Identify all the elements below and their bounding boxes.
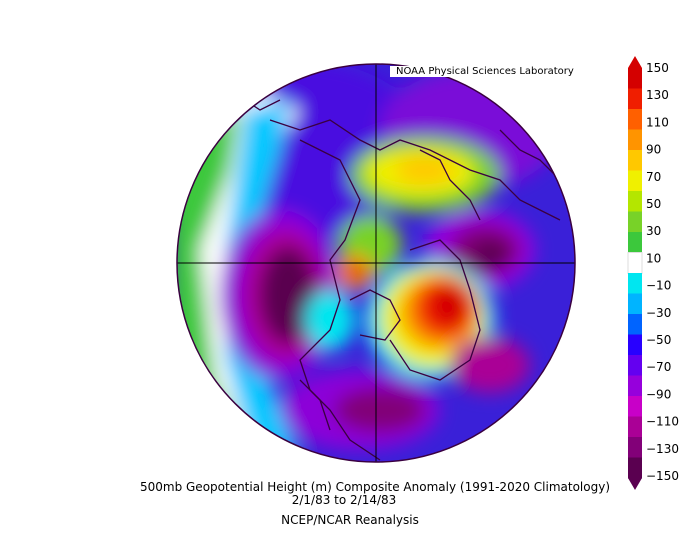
colorbar-tick-label: −30 <box>646 306 671 320</box>
colorbar-cell <box>628 334 642 356</box>
colorbar-tick-label: 50 <box>646 197 661 211</box>
map-boundary <box>176 63 576 463</box>
colorbar-tick-label: 130 <box>646 88 669 102</box>
graticule <box>177 64 575 462</box>
colorbar-cell <box>628 273 642 294</box>
colorbar-cell <box>628 437 642 458</box>
colorbar-cell <box>628 211 642 233</box>
colorbar-cell <box>628 375 642 397</box>
colorbar-tick-label: −10 <box>646 279 671 293</box>
anomaly-field <box>177 64 575 462</box>
colorbar-top-arrow <box>628 56 642 68</box>
colorbar-cell <box>628 170 642 192</box>
colorbar-tick-label: −150 <box>646 469 679 483</box>
caption-source: NCEP/NCAR Reanalysis <box>281 513 419 527</box>
colorbar-cell <box>628 396 642 417</box>
coastlines <box>229 89 561 461</box>
colorbar-tick-label: −110 <box>646 415 679 429</box>
colorbar-tick-label: 110 <box>646 115 669 129</box>
caption-dates: 2/1/83 to 2/14/83 <box>291 493 397 507</box>
colorbar-cell <box>628 109 642 130</box>
colorbar-cell <box>628 355 642 376</box>
colorbar-tick-label: −130 <box>646 442 679 456</box>
colorbar-cell <box>628 457 642 479</box>
colorbar-cell <box>627 252 643 274</box>
colorbar-bottom-arrow <box>628 478 642 490</box>
colorbar-cell <box>628 293 642 315</box>
colorbar-tick-label: 10 <box>646 251 661 265</box>
colorbar-tick-label: −70 <box>646 360 671 374</box>
colorbar-cell <box>628 88 642 110</box>
colorbar-tick-label: 90 <box>646 143 661 157</box>
colorbar-tick-label: 150 <box>646 61 669 75</box>
colorbar-tick-label: 30 <box>646 224 661 238</box>
colorbar-tick-label: 70 <box>646 170 661 184</box>
colorbar-cell <box>628 191 642 212</box>
colorbar-cell <box>628 129 642 151</box>
credit-label: NOAA Physical Sciences Laboratory <box>390 66 580 77</box>
colorbar-tick-label: −50 <box>646 333 671 347</box>
colorbar-cell <box>628 150 642 171</box>
colorbar-cell <box>628 314 642 335</box>
colorbar-cell <box>628 68 642 89</box>
colorbar-cell <box>628 416 642 438</box>
colorbar-tick-label: −90 <box>646 387 671 401</box>
caption-title: 500mb Geopotential Height (m) Composite … <box>139 480 610 494</box>
colorbar-cell <box>628 232 642 253</box>
